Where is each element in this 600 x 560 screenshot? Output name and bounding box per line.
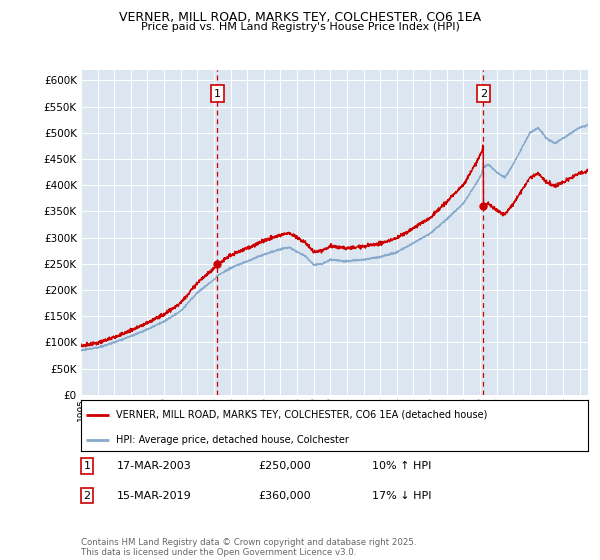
Text: 10% ↑ HPI: 10% ↑ HPI	[372, 461, 431, 471]
Text: 17-MAR-2003: 17-MAR-2003	[117, 461, 192, 471]
Text: Price paid vs. HM Land Registry's House Price Index (HPI): Price paid vs. HM Land Registry's House …	[140, 22, 460, 32]
Text: 1: 1	[214, 88, 221, 99]
Text: 2: 2	[480, 88, 487, 99]
Text: VERNER, MILL ROAD, MARKS TEY, COLCHESTER, CO6 1EA: VERNER, MILL ROAD, MARKS TEY, COLCHESTER…	[119, 11, 481, 24]
Text: 15-MAR-2019: 15-MAR-2019	[117, 491, 192, 501]
Text: £360,000: £360,000	[258, 491, 311, 501]
Text: HPI: Average price, detached house, Colchester: HPI: Average price, detached house, Colc…	[116, 435, 349, 445]
Text: Contains HM Land Registry data © Crown copyright and database right 2025.
This d: Contains HM Land Registry data © Crown c…	[81, 538, 416, 557]
Text: 17% ↓ HPI: 17% ↓ HPI	[372, 491, 431, 501]
Text: 1: 1	[83, 461, 91, 471]
Text: VERNER, MILL ROAD, MARKS TEY, COLCHESTER, CO6 1EA (detached house): VERNER, MILL ROAD, MARKS TEY, COLCHESTER…	[116, 409, 488, 419]
Text: 2: 2	[83, 491, 91, 501]
Text: £250,000: £250,000	[258, 461, 311, 471]
